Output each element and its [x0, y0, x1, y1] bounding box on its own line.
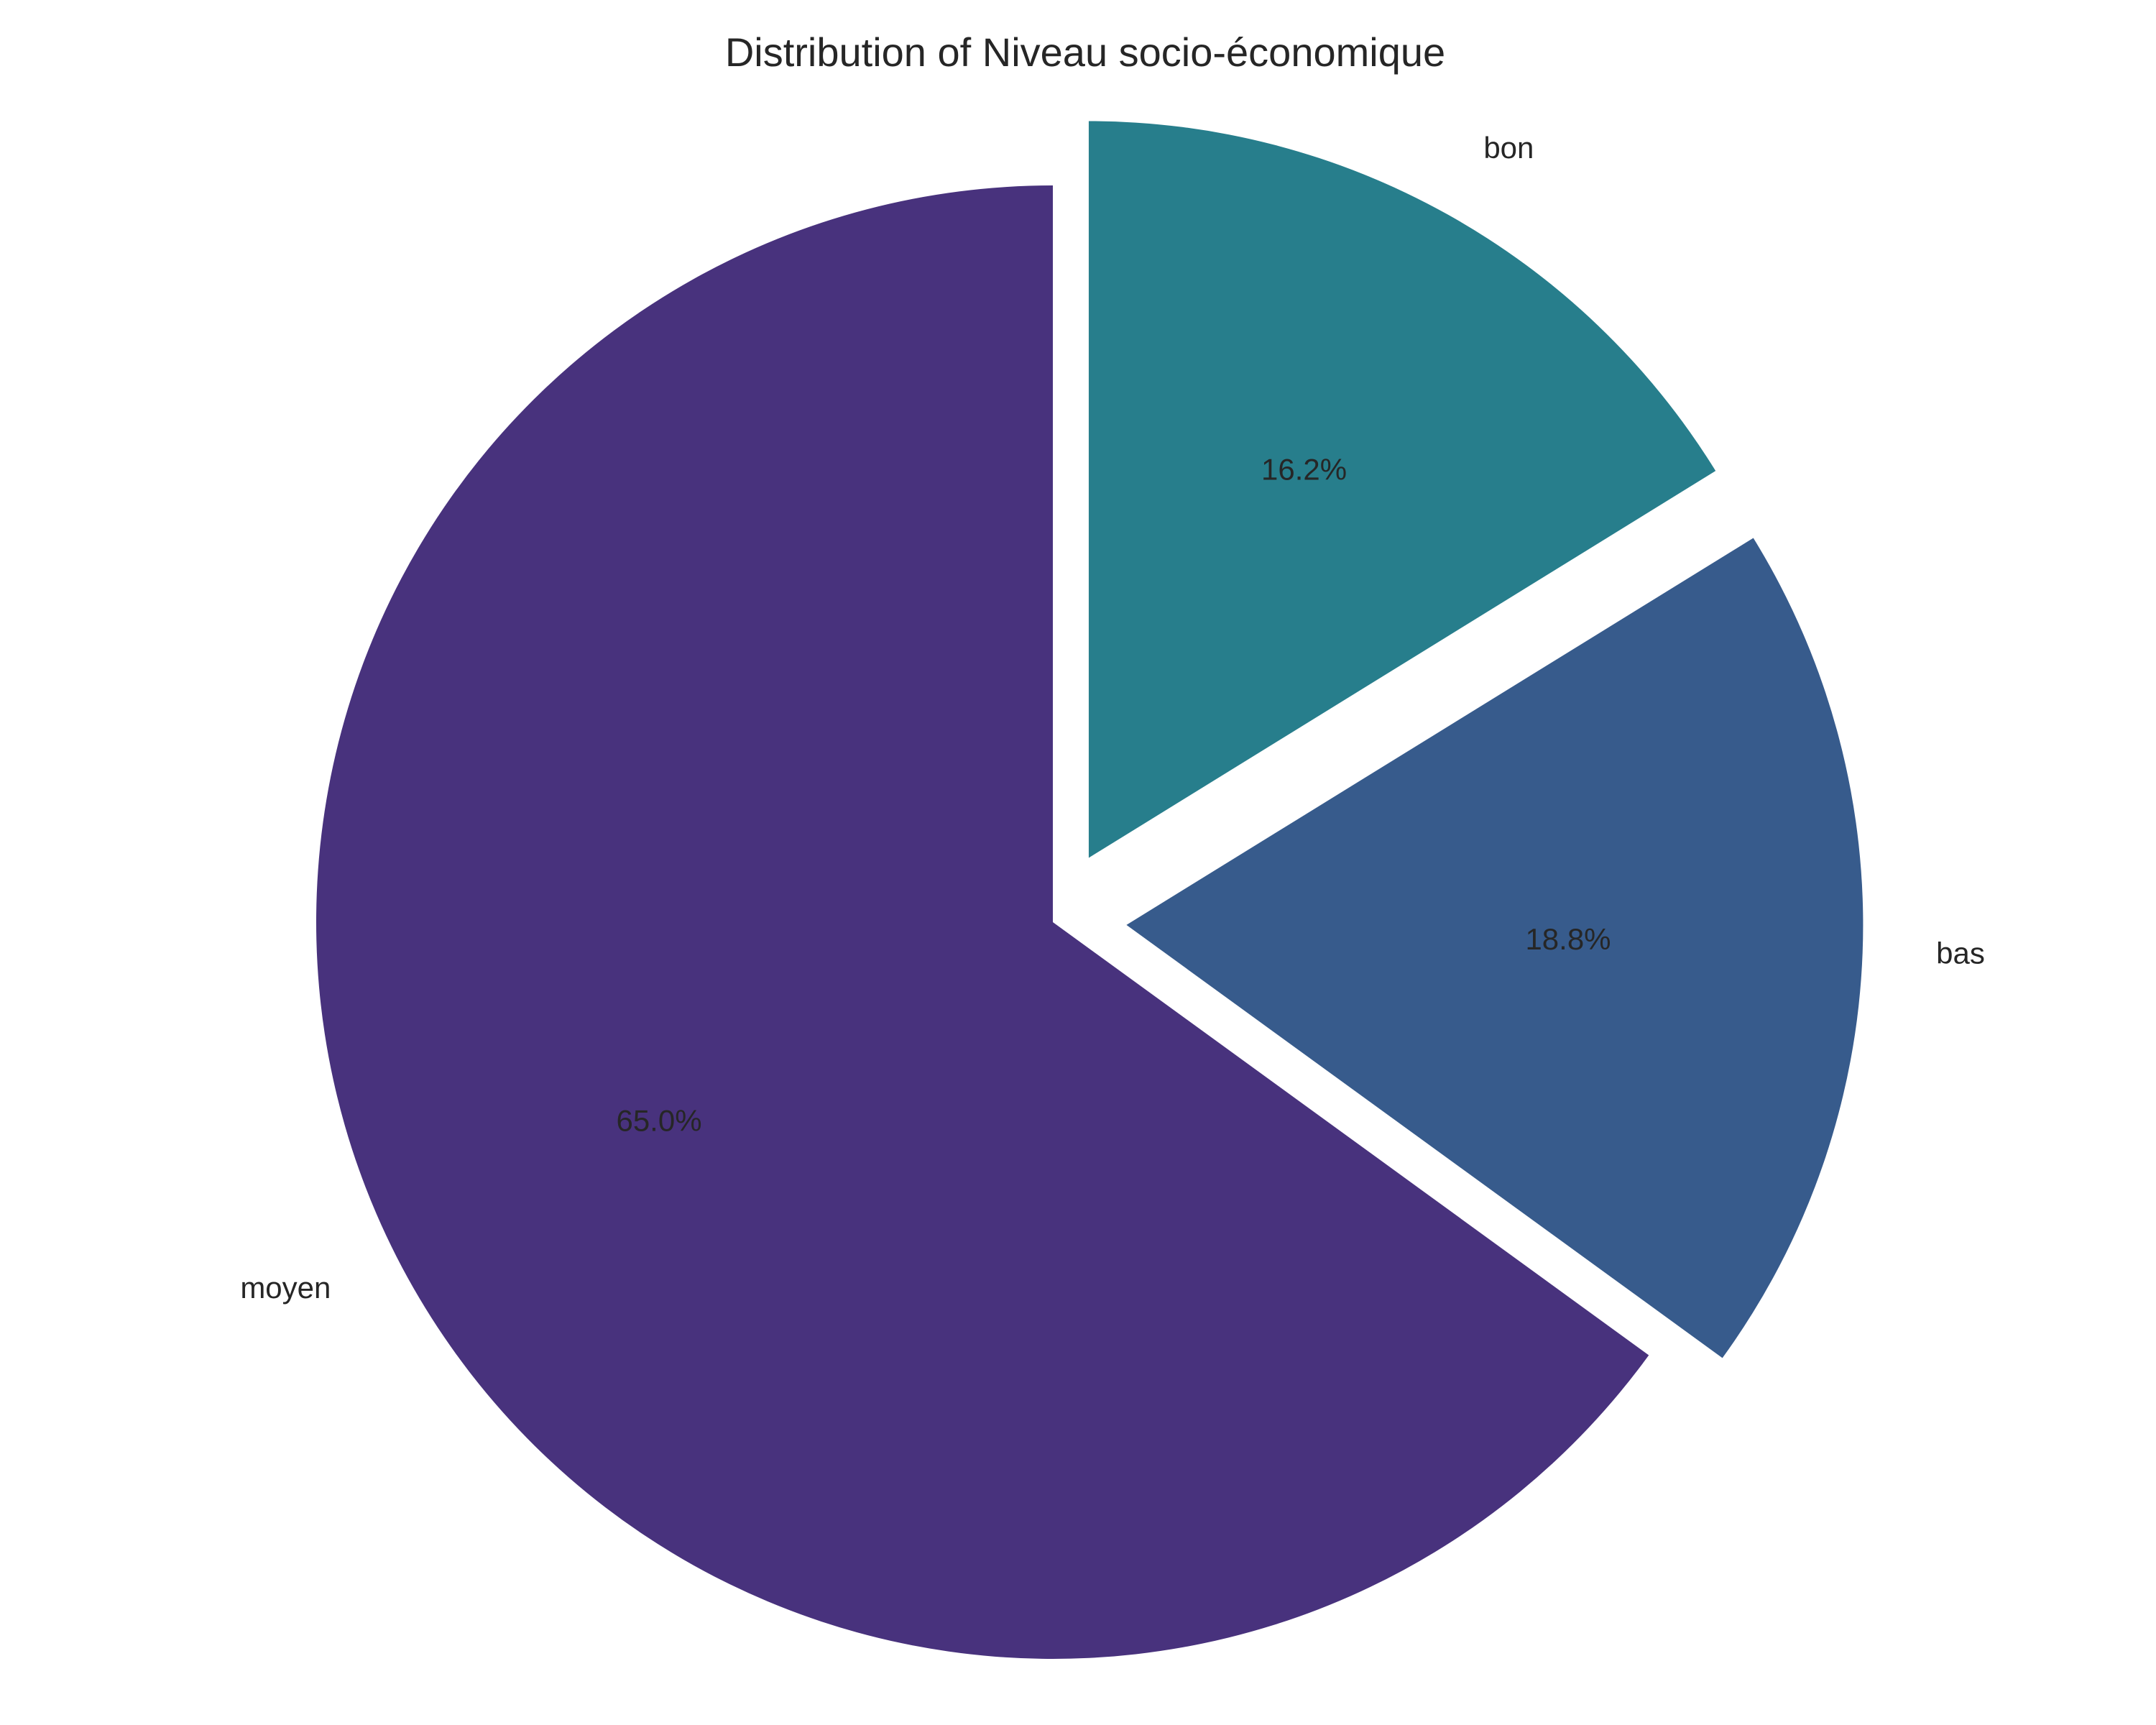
pie-slices	[315, 121, 1864, 1660]
slice-label-bas: bas	[1936, 936, 1985, 970]
pie-labels: moyen 65.0% bas 18.8% bon 16.2%	[240, 131, 1985, 1305]
pie-slice-bas	[1126, 538, 1864, 1358]
slice-percent-bon: 16.2%	[1261, 453, 1347, 487]
slice-percent-bas: 18.8%	[1525, 922, 1611, 956]
pie-slice-moyen	[315, 185, 1649, 1660]
pie-slice-bon	[1088, 121, 1716, 858]
chart-title: Distribution of Niveau socio-économique	[725, 29, 1445, 75]
slice-percent-moyen: 65.0%	[616, 1103, 701, 1137]
slice-label-moyen: moyen	[240, 1271, 331, 1305]
slice-label-bon: bon	[1483, 131, 1534, 165]
